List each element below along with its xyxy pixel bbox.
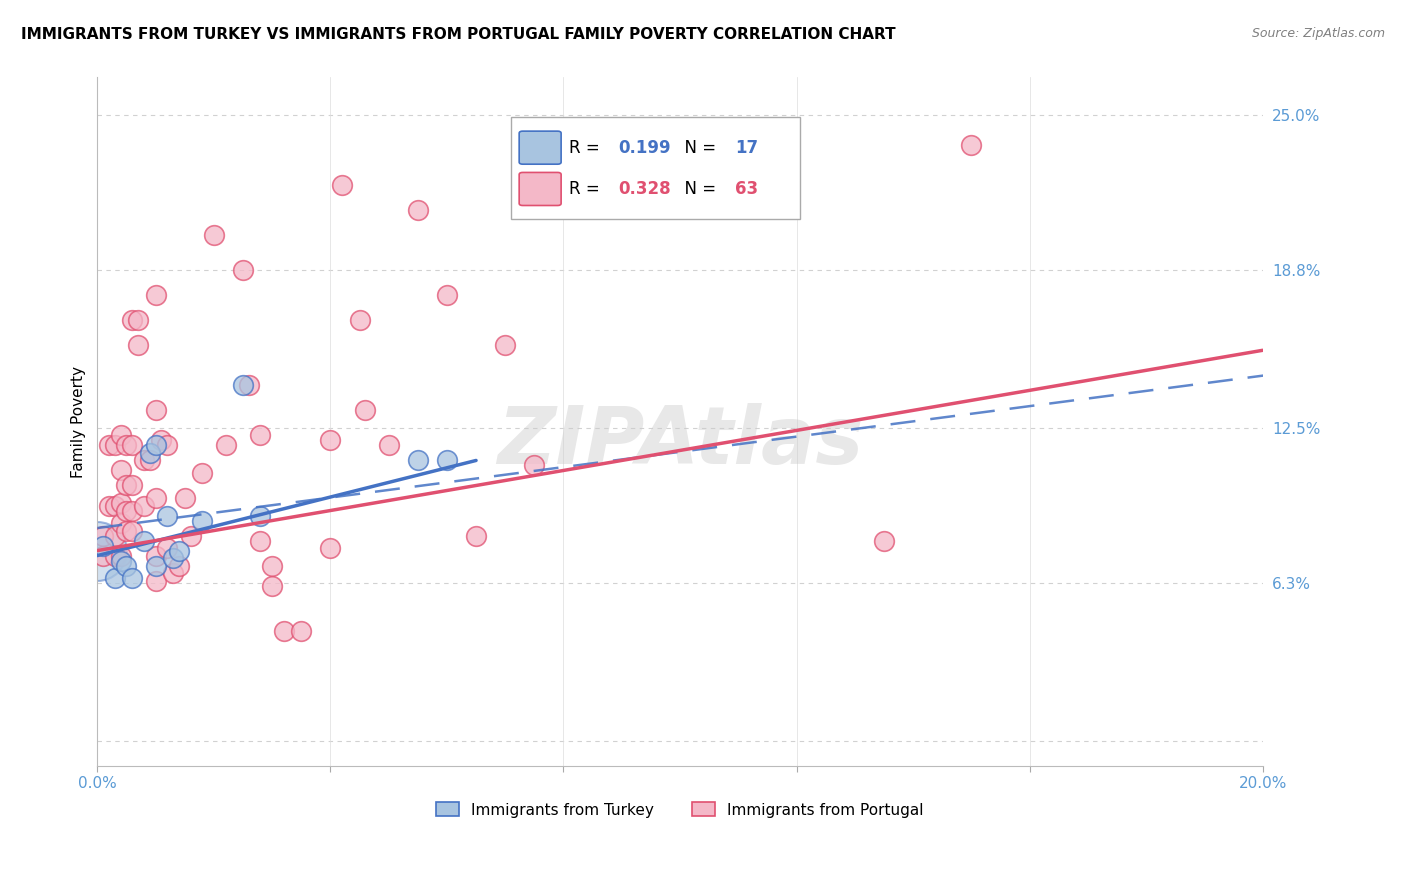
- Point: [110, 516, 132, 530]
- Point: [145, 438, 167, 452]
- Point: [145, 403, 167, 417]
- Point: [132, 453, 155, 467]
- FancyBboxPatch shape: [519, 131, 561, 164]
- Point: [354, 403, 377, 417]
- Text: N =: N =: [673, 138, 721, 157]
- Point: [121, 438, 143, 452]
- Point: [232, 263, 254, 277]
- Point: [110, 428, 132, 442]
- Text: IMMIGRANTS FROM TURKEY VS IMMIGRANTS FROM PORTUGAL FAMILY POVERTY CORRELATION CH: IMMIGRANTS FROM TURKEY VS IMMIGRANTS FRO…: [21, 27, 896, 42]
- Point: [104, 528, 127, 542]
- Point: [121, 524, 143, 538]
- Point: [110, 463, 132, 477]
- Point: [104, 571, 127, 585]
- Legend: Immigrants from Turkey, Immigrants from Portugal: Immigrants from Turkey, Immigrants from …: [430, 797, 929, 823]
- Point: [191, 466, 214, 480]
- Point: [127, 313, 149, 327]
- Point: [162, 566, 184, 580]
- Point: [150, 434, 173, 448]
- Point: [132, 533, 155, 548]
- Text: R =: R =: [569, 138, 605, 157]
- Point: [145, 549, 167, 563]
- Point: [214, 438, 236, 452]
- Point: [191, 514, 214, 528]
- Point: [110, 549, 132, 563]
- Point: [91, 539, 114, 553]
- Point: [156, 508, 179, 523]
- Point: [98, 438, 121, 452]
- Text: R =: R =: [569, 180, 605, 198]
- Point: [319, 541, 342, 555]
- Point: [167, 543, 190, 558]
- Point: [262, 579, 284, 593]
- Point: [86, 543, 108, 558]
- Point: [232, 378, 254, 392]
- Point: [406, 453, 429, 467]
- Point: [249, 533, 271, 548]
- Point: [238, 378, 260, 392]
- Point: [162, 551, 184, 566]
- Text: 17: 17: [735, 138, 758, 157]
- Point: [115, 524, 138, 538]
- Text: 63: 63: [735, 180, 758, 198]
- Point: [98, 499, 121, 513]
- Point: [121, 478, 143, 492]
- FancyBboxPatch shape: [519, 172, 561, 205]
- Text: ZIPAtlas: ZIPAtlas: [496, 403, 863, 482]
- Point: [377, 438, 399, 452]
- Point: [110, 496, 132, 510]
- Point: [110, 553, 132, 567]
- Point: [104, 549, 127, 563]
- Point: [494, 338, 516, 352]
- Point: [436, 288, 458, 302]
- Point: [115, 478, 138, 492]
- Point: [121, 313, 143, 327]
- Point: [145, 288, 167, 302]
- Point: [145, 558, 167, 573]
- Text: N =: N =: [673, 180, 721, 198]
- FancyBboxPatch shape: [510, 117, 800, 219]
- Point: [173, 491, 195, 505]
- Point: [91, 528, 114, 542]
- Text: Source: ZipAtlas.com: Source: ZipAtlas.com: [1251, 27, 1385, 40]
- Point: [249, 428, 271, 442]
- Point: [167, 558, 190, 573]
- Point: [104, 499, 127, 513]
- Point: [202, 228, 225, 243]
- Point: [156, 541, 179, 555]
- Point: [139, 446, 162, 460]
- Point: [115, 503, 138, 517]
- Point: [91, 549, 114, 563]
- Point: [465, 528, 488, 542]
- Point: [139, 453, 162, 467]
- Point: [132, 499, 155, 513]
- Point: [145, 574, 167, 588]
- Point: [330, 178, 353, 192]
- Point: [960, 138, 983, 153]
- Point: [436, 453, 458, 467]
- Point: [249, 508, 271, 523]
- Point: [262, 558, 284, 573]
- Point: [115, 438, 138, 452]
- Point: [121, 571, 143, 585]
- Point: [104, 438, 127, 452]
- Point: [180, 528, 202, 542]
- Point: [145, 491, 167, 505]
- Point: [523, 458, 546, 473]
- Point: [127, 338, 149, 352]
- Point: [873, 533, 896, 548]
- Point: [319, 434, 342, 448]
- Y-axis label: Family Poverty: Family Poverty: [72, 366, 86, 477]
- Point: [156, 438, 179, 452]
- Point: [290, 624, 312, 638]
- Text: 0.199: 0.199: [619, 138, 671, 157]
- Point: [406, 203, 429, 218]
- Point: [349, 313, 371, 327]
- Point: [115, 558, 138, 573]
- Text: 0.328: 0.328: [619, 180, 671, 198]
- Point: [273, 624, 295, 638]
- Point: [121, 503, 143, 517]
